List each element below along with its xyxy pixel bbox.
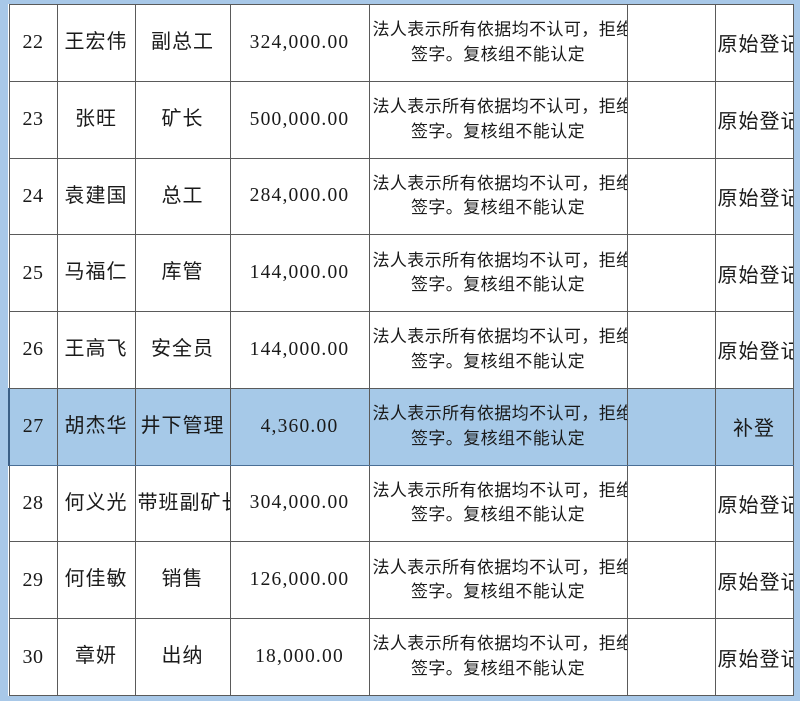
cell-note[interactable]: 法人表示所有依据均不认可，拒绝 签字。复核组不能认定 (368, 157, 628, 236)
cell-note-line-2: 签字。复核组不能认定 (411, 505, 585, 525)
cell-role[interactable]: 总工 (134, 157, 231, 236)
cell-note-line-1: 法人表示所有依据均不认可，拒绝 (372, 557, 627, 577)
cell-role[interactable]: 井下管理 (134, 387, 231, 466)
cell-note-line-1: 法人表示所有依据均不认可，拒绝 (372, 404, 627, 424)
cell-amount[interactable]: 144,000.00 (229, 311, 370, 389)
cell-blank[interactable] (626, 618, 716, 696)
cell-note-line-2: 签字。复核组不能认定 (411, 198, 585, 218)
cell-status[interactable]: 原始登记 (714, 464, 794, 543)
cell-blank[interactable] (626, 234, 716, 313)
cell-blank[interactable] (626, 157, 716, 236)
cell-status[interactable]: 原始登记 (714, 4, 794, 82)
cell-role[interactable]: 副总工 (134, 4, 231, 82)
cell-name[interactable]: 章妍 (56, 618, 136, 696)
cell-note[interactable]: 法人表示所有依据均不认可，拒绝 签字。复核组不能认定 (368, 464, 628, 543)
cell-amount[interactable]: 144,000.00 (229, 234, 370, 313)
table-row[interactable]: 29 何佳敏 销售 126,000.00 法人表示所有依据均不认可，拒绝 签字。复核组不能… (8, 541, 794, 620)
cell-status[interactable]: 原始登记 (714, 311, 794, 389)
cell-amount[interactable]: 4,360.00 (229, 387, 370, 466)
cell-note-line-2: 签字。复核组不能认定 (411, 582, 585, 602)
cell-name[interactable]: 王高飞 (56, 311, 136, 389)
table-row[interactable]: 27 胡杰华 井下管理 4,360.00 法人表示所有依据均不认可，拒绝 签字。复核组不能… (8, 387, 794, 466)
table-row[interactable]: 30 章妍 出纳 18,000.00 法人表示所有依据均不认可，拒绝 签字。复核组不能认定… (8, 618, 794, 696)
cell-index[interactable]: 28 (8, 464, 58, 543)
table-row[interactable]: 26 王高飞 安全员 144,000.00 法人表示所有依据均不认可，拒绝 签字。复核组不… (8, 311, 794, 389)
cell-role[interactable]: 安全员 (134, 311, 231, 389)
cell-name[interactable]: 胡杰华 (56, 387, 136, 466)
cell-name[interactable]: 何义光 (56, 464, 136, 543)
cell-note-line-1: 法人表示所有依据均不认可，拒绝 (372, 173, 627, 193)
cell-index[interactable]: 24 (8, 157, 58, 236)
cell-name[interactable]: 马福仁 (56, 234, 136, 313)
cell-blank[interactable] (626, 4, 716, 82)
cell-amount[interactable]: 18,000.00 (229, 618, 370, 696)
cell-note[interactable]: 法人表示所有依据均不认可，拒绝 签字。复核组不能认定 (368, 4, 628, 82)
cell-note[interactable]: 法人表示所有依据均不认可，拒绝 签字。复核组不能认定 (368, 618, 628, 696)
cell-index[interactable]: 22 (8, 4, 58, 82)
cell-index[interactable]: 23 (8, 80, 58, 159)
cell-blank[interactable] (626, 311, 716, 389)
cell-role[interactable]: 销售 (134, 541, 231, 620)
cell-note-line-2: 签字。复核组不能认定 (411, 659, 585, 679)
cell-note-line-2: 签字。复核组不能认定 (411, 44, 585, 64)
cell-amount[interactable]: 304,000.00 (229, 464, 370, 543)
cell-blank[interactable] (626, 464, 716, 543)
cell-blank[interactable] (626, 541, 716, 620)
cell-note-line-2: 签字。复核组不能认定 (411, 428, 585, 448)
cell-name[interactable]: 袁建国 (56, 157, 136, 236)
cell-role[interactable]: 库管 (134, 234, 231, 313)
cell-note-line-1: 法人表示所有依据均不认可，拒绝 (372, 634, 627, 654)
table-row[interactable]: 23 张旺 矿长 500,000.00 法人表示所有依据均不认可，拒绝 签字。复核组不能认… (8, 80, 794, 159)
cell-note[interactable]: 法人表示所有依据均不认可，拒绝 签字。复核组不能认定 (368, 80, 628, 159)
cell-name[interactable]: 王宏伟 (56, 4, 136, 82)
cell-note-line-1: 法人表示所有依据均不认可，拒绝 (372, 327, 627, 347)
cell-index[interactable]: 26 (8, 311, 58, 389)
cell-blank[interactable] (626, 387, 716, 466)
cell-index[interactable]: 30 (8, 618, 58, 696)
cell-amount[interactable]: 126,000.00 (229, 541, 370, 620)
cell-amount[interactable]: 284,000.00 (229, 157, 370, 236)
cell-status[interactable]: 原始登记 (714, 618, 794, 696)
cell-index[interactable]: 25 (8, 234, 58, 313)
cell-index[interactable]: 29 (8, 541, 58, 620)
cell-amount[interactable]: 324,000.00 (229, 4, 370, 82)
table-row[interactable]: 25 马福仁 库管 144,000.00 法人表示所有依据均不认可，拒绝 签字。复核组不能… (8, 234, 794, 313)
cell-status[interactable]: 原始登记 (714, 234, 794, 313)
cell-role[interactable]: 出纳 (134, 618, 231, 696)
cell-amount[interactable]: 500,000.00 (229, 80, 370, 159)
cell-name[interactable]: 何佳敏 (56, 541, 136, 620)
table-row[interactable]: 22 王宏伟 副总工 324,000.00 法人表示所有依据均不认可，拒绝 签字。复核组不… (8, 4, 794, 82)
cell-note[interactable]: 法人表示所有依据均不认可，拒绝 签字。复核组不能认定 (368, 311, 628, 389)
cell-note-line-1: 法人表示所有依据均不认可，拒绝 (372, 97, 627, 116)
cell-note-line-2: 签字。复核组不能认定 (411, 275, 585, 295)
table-row[interactable]: 24 袁建国 总工 284,000.00 法人表示所有依据均不认可，拒绝 签字。复核组不能… (8, 157, 794, 236)
cell-blank[interactable] (626, 80, 716, 159)
cell-status[interactable]: 原始登记 (714, 541, 794, 620)
cell-status[interactable]: 补登 (714, 387, 794, 466)
cell-role[interactable]: 带班副矿长 (134, 464, 231, 543)
cell-status[interactable]: 原始登记 (714, 157, 794, 236)
cell-role[interactable]: 矿长 (134, 80, 231, 159)
cell-note[interactable]: 法人表示所有依据均不认可，拒绝 签字。复核组不能认定 (368, 387, 628, 466)
cell-note[interactable]: 法人表示所有依据均不认可，拒绝 签字。复核组不能认定 (368, 541, 628, 620)
cell-note-line-1: 法人表示所有依据均不认可，拒绝 (372, 250, 627, 270)
table-row[interactable]: 28何义光带班副矿长304,000.00法人表示所有依据均不认可，拒绝签字。复核… (8, 464, 794, 543)
data-table: 22 王宏伟 副总工 324,000.00 法人表示所有依据均不认可，拒绝 签字。复核组不… (8, 4, 794, 696)
cell-note-line-2: 签字。复核组不能认定 (411, 351, 585, 371)
cell-note-line-1: 法人表示所有依据均不认可，拒绝 (372, 20, 627, 40)
cell-name[interactable]: 张旺 (56, 80, 136, 159)
cell-status[interactable]: 原始登记 (714, 80, 794, 159)
cell-note-line-2: 签字。复核组不能认定 (411, 121, 585, 141)
cell-note[interactable]: 法人表示所有依据均不认可，拒绝 签字。复核组不能认定 (368, 234, 628, 313)
cell-note-line-1: 法人表示所有依据均不认可，拒绝 (372, 480, 627, 500)
table-body: 22 王宏伟 副总工 324,000.00 法人表示所有依据均不认可，拒绝 签字。复核组不… (8, 4, 794, 696)
cell-index[interactable]: 27 (8, 387, 58, 466)
